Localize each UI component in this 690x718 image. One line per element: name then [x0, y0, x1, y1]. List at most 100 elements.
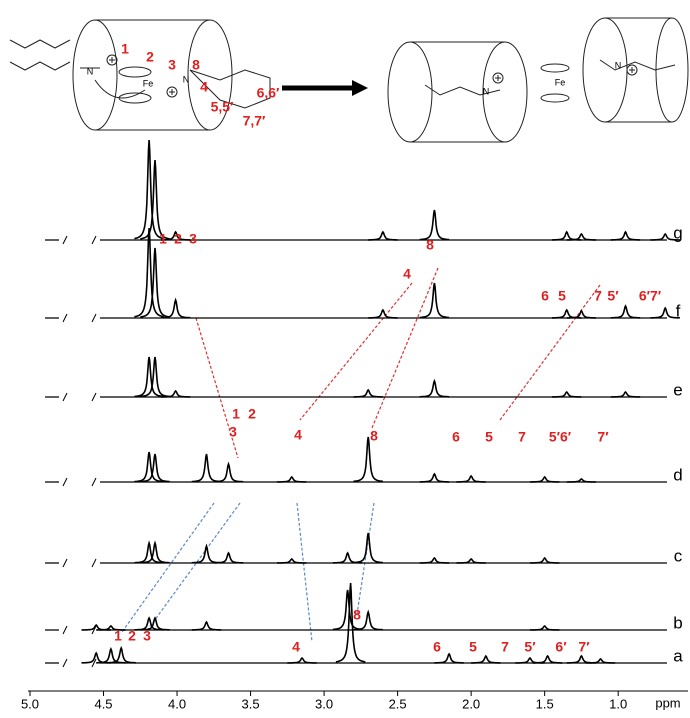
peak	[368, 230, 398, 241]
peak-annotation: 3	[189, 231, 197, 247]
structure-label: 7,7′	[243, 113, 266, 129]
peak-annotation: 6	[541, 288, 549, 304]
x-tick-label: 3.0	[315, 696, 333, 711]
peak-annotation: 4	[292, 639, 300, 655]
axis-break	[62, 235, 97, 245]
peak	[650, 306, 681, 319]
peak-annotation: 7	[501, 639, 509, 655]
peak	[610, 230, 641, 241]
peak	[335, 582, 366, 663]
peak-annotation: 2	[174, 231, 182, 247]
structure-label: 8	[192, 57, 200, 73]
peak	[134, 540, 164, 564]
peak	[530, 556, 560, 564]
peak	[353, 388, 383, 398]
peak	[213, 551, 244, 564]
peak-annotation: 1	[114, 628, 122, 644]
peak	[419, 378, 450, 398]
peak-annotation: 3	[229, 424, 237, 440]
peak	[368, 308, 398, 319]
peak	[134, 139, 164, 240]
x-tick-label: 1.0	[609, 696, 627, 711]
peak-annotation: 7′	[578, 639, 590, 655]
peak	[140, 540, 170, 564]
structure-label: 5,5′	[211, 99, 234, 115]
spectrum-label: g	[673, 223, 682, 242]
peak	[134, 227, 164, 318]
axis-break	[62, 392, 97, 402]
peak	[191, 543, 222, 564]
peak-annotation: 7′	[597, 429, 609, 445]
peak	[419, 472, 450, 483]
axis-break	[62, 658, 97, 668]
atom-label: N	[483, 86, 490, 96]
peak	[140, 247, 170, 318]
peak	[134, 616, 164, 631]
structure-label: 4	[200, 79, 208, 95]
peak-annotation: 5	[558, 288, 566, 304]
peak	[160, 230, 191, 241]
peak-annotation: 8	[426, 237, 434, 253]
peak	[530, 625, 560, 631]
peak	[456, 474, 486, 483]
x-tick-label: 4.0	[168, 696, 186, 711]
peak-annotation: 3	[143, 628, 151, 644]
atom-label: Fe	[555, 77, 566, 87]
x-tick-label: 5.0	[21, 696, 39, 711]
x-tick-label: 2.0	[462, 696, 480, 711]
peak-annotation: 2	[248, 406, 256, 422]
peak	[353, 609, 383, 631]
peak	[213, 461, 244, 483]
peak	[419, 209, 450, 241]
peak	[277, 558, 307, 564]
peak-annotation: 4	[403, 266, 411, 282]
peak	[287, 656, 317, 664]
peak-annotation: 5	[485, 429, 493, 445]
peak-annotation: 4	[294, 427, 302, 443]
peak	[650, 232, 680, 241]
peak	[471, 654, 501, 664]
peak	[353, 532, 384, 564]
peak-annotation: 2	[128, 628, 136, 644]
peak	[419, 556, 450, 564]
peak-annotation: 8	[353, 607, 361, 623]
x-axis-label: ppm	[655, 695, 680, 710]
peak	[566, 478, 597, 483]
peak-annotation: 1	[232, 406, 240, 422]
peak	[160, 297, 191, 319]
x-tick-label: 1.5	[536, 696, 554, 711]
peak	[140, 616, 170, 631]
peak	[140, 453, 170, 483]
peak	[434, 652, 464, 664]
x-tick-label: 4.5	[94, 696, 112, 711]
spectrum-label: f	[676, 301, 681, 320]
peak	[134, 451, 164, 483]
peak	[134, 356, 164, 398]
peak-annotation: 8	[370, 428, 378, 444]
peak	[566, 654, 597, 664]
peak	[81, 651, 112, 664]
peak-annotation: 7	[594, 288, 602, 304]
peak	[530, 475, 560, 483]
structure-before	[9, 19, 271, 131]
spectrum-label: a	[673, 646, 683, 665]
spectrum-label: b	[673, 613, 682, 632]
peak-annotation: 6′	[555, 639, 567, 655]
structure-label: 2	[146, 49, 154, 65]
peak	[191, 620, 222, 631]
axis-break	[62, 313, 97, 323]
peak	[566, 232, 597, 241]
structure-label: 6,6′	[257, 85, 280, 101]
structure-after	[387, 17, 689, 143]
spectrum-label: e	[673, 380, 682, 399]
peak	[610, 304, 641, 319]
axis-break	[62, 558, 97, 568]
peak-annotation: 6	[452, 429, 460, 445]
peak	[160, 389, 191, 398]
structure-label: 3	[168, 57, 176, 73]
atom-label: Fe	[143, 78, 154, 88]
peak	[96, 646, 126, 664]
structure-label: 1	[121, 41, 129, 57]
atom-label: N	[615, 60, 622, 70]
